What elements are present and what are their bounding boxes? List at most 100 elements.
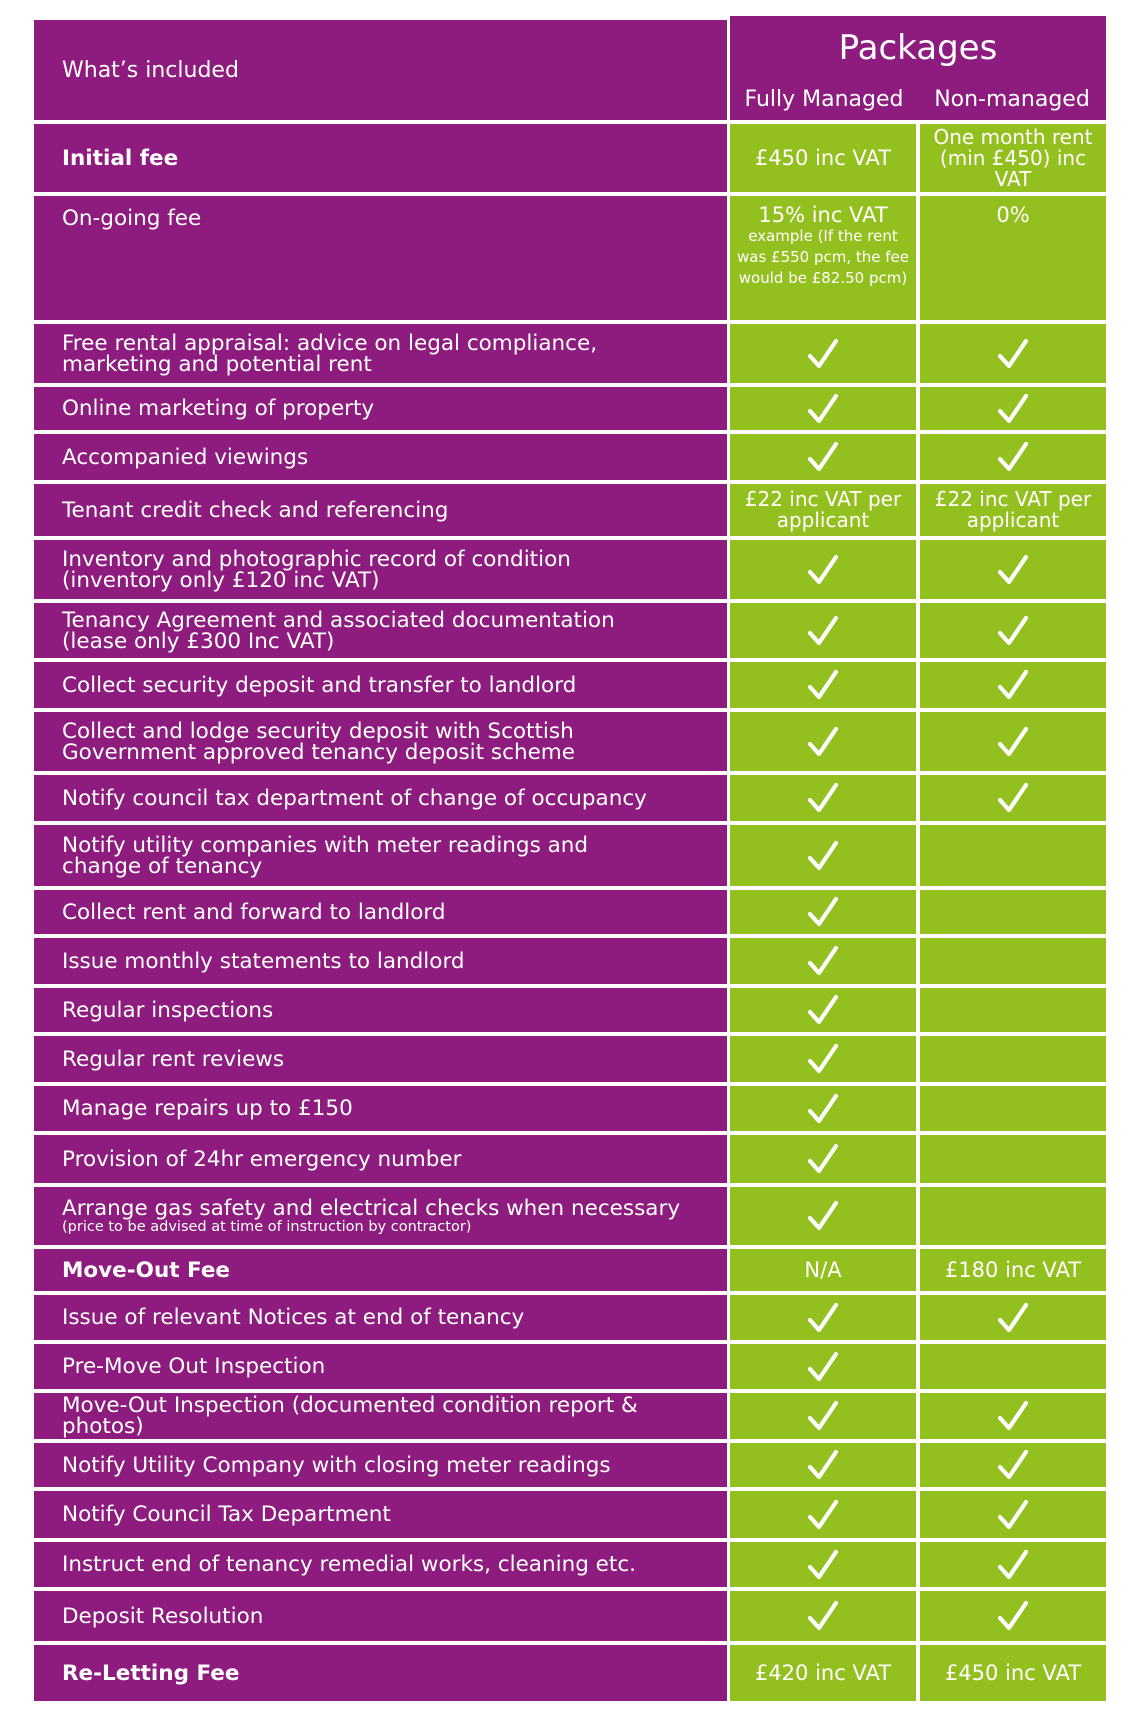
- checkmark-icon: [807, 554, 839, 584]
- packages-header: Packages Fully Managed Non-managed: [730, 16, 1106, 120]
- row-label-cell: Move-Out Inspection (documented conditio…: [34, 1393, 727, 1439]
- cell-value-wrap: 0%: [996, 204, 1029, 226]
- checkmark-icon: [807, 1143, 839, 1174]
- non-managed-cell: One month rent (min £450) inc VAT: [920, 124, 1106, 192]
- row-label-wrap: Manage repairs up to £150: [62, 1098, 353, 1120]
- checkmark-icon: [997, 393, 1029, 423]
- fully-managed-cell: [730, 938, 916, 984]
- fully-managed-cell: [730, 1542, 916, 1587]
- fully-managed-cell: [730, 662, 916, 708]
- row-label: Initial fee: [62, 145, 179, 171]
- row-label-cell: Collect rent and forward to landlord: [34, 890, 727, 934]
- row-label-wrap: Re-Letting Fee: [62, 1662, 239, 1684]
- row-label-wrap: Collect and lodge security deposit with …: [62, 718, 575, 765]
- row-label-wrap: Provision of 24hr emergency number: [62, 1148, 461, 1170]
- non-managed-cell: [920, 662, 1106, 708]
- fully-managed-cell: [730, 988, 916, 1032]
- fully-managed-cell: [730, 825, 916, 886]
- checkmark-icon: [997, 1600, 1029, 1631]
- row-label: Move-Out Fee: [62, 1257, 231, 1283]
- fully-managed-cell: £22 inc VAT per applicant: [730, 484, 916, 536]
- row-label-wrap: Pre-Move Out Inspection: [62, 1356, 325, 1378]
- row-label-cell: Regular inspections: [34, 988, 727, 1032]
- checkmark-icon: [807, 726, 839, 756]
- row-label: Notify utility companies with meter read…: [62, 832, 589, 879]
- row-label-cell: Manage repairs up to £150: [34, 1086, 727, 1131]
- row-label-cell: Initial fee: [34, 124, 727, 192]
- row-label: Collect security deposit and transfer to…: [62, 672, 577, 698]
- fully-managed-cell: £450 inc VAT: [730, 124, 916, 192]
- column-header-non-managed: Non-managed: [934, 87, 1090, 112]
- fully-managed-cell: [730, 1443, 916, 1487]
- fully-managed-cell: [730, 324, 916, 383]
- row-label: Tenant credit check and referencing: [62, 497, 449, 523]
- cell-value: N/A: [804, 1258, 842, 1282]
- checkmark-icon: [807, 1351, 839, 1381]
- checkmark-icon: [997, 669, 1029, 700]
- checkmark-icon: [807, 1499, 839, 1529]
- row-label-cell: On-going fee: [34, 196, 727, 320]
- row-label-wrap: Move-Out Inspection (documented conditio…: [62, 1395, 717, 1438]
- row-label-wrap: Inventory and photographic record of con…: [62, 546, 571, 593]
- checkmark-icon: [997, 1549, 1029, 1579]
- checkmark-icon: [997, 338, 1029, 368]
- checkmark-icon: [997, 1400, 1029, 1431]
- checkmark-icon: [807, 1549, 839, 1579]
- row-label-cell: Notify utility companies with meter read…: [34, 825, 727, 886]
- checkmark-icon: [807, 441, 839, 472]
- non-managed-cell: [920, 1295, 1106, 1340]
- non-managed-cell: £180 inc VAT: [920, 1249, 1106, 1291]
- row-label-wrap: Issue monthly statements to landlord: [62, 950, 465, 972]
- non-managed-cell: [920, 387, 1106, 430]
- row-label: Inventory and photographic record of con…: [62, 546, 571, 593]
- cell-value-wrap: 15% inc VAT example (If the rent was £550…: [737, 204, 909, 289]
- checkmark-icon: [807, 1043, 839, 1074]
- checkmark-icon: [807, 1449, 839, 1480]
- cell-value-wrap: £22 inc VAT per applicant: [745, 489, 901, 531]
- cell-value: £420 inc VAT: [754, 1661, 892, 1685]
- row-label-wrap: Free rental appraisal: advice on legal c…: [62, 332, 597, 375]
- fully-managed-cell: £420 inc VAT: [730, 1645, 916, 1701]
- non-managed-cell: [920, 324, 1106, 383]
- row-label-wrap: Regular inspections: [62, 997, 274, 1023]
- row-label-wrap: Instruct end of tenancy remedial works, …: [62, 1552, 636, 1577]
- row-label-wrap: Notify Council Tax Department: [62, 1502, 391, 1527]
- row-label-cell: Tenant credit check and referencing: [34, 484, 727, 536]
- non-managed-cell: [920, 890, 1106, 934]
- fully-managed-cell: N/A: [730, 1249, 916, 1291]
- non-managed-cell: [920, 775, 1106, 821]
- cell-value: 15% inc VAT: [758, 203, 888, 227]
- row-label: Issue of relevant Notices at end of tena…: [62, 1305, 525, 1330]
- row-label-cell: Provision of 24hr emergency number: [34, 1135, 727, 1183]
- row-label: Instruct end of tenancy remedial works, …: [62, 1552, 636, 1577]
- row-label-wrap: Issue of relevant Notices at end of tena…: [62, 1305, 525, 1330]
- cell-value: £22 inc VAT per applicant: [934, 487, 1092, 532]
- checkmark-icon: [807, 338, 839, 368]
- checkmark-icon: [807, 615, 839, 645]
- fully-managed-cell: [730, 1036, 916, 1082]
- cell-value: £180 inc VAT: [944, 1258, 1082, 1282]
- row-label-cell: Collect and lodge security deposit with …: [34, 712, 727, 771]
- checkmark-icon: [997, 726, 1029, 756]
- checkmark-icon: [807, 994, 839, 1025]
- row-label: Notify Council Tax Department: [62, 1502, 391, 1527]
- row-label-wrap: Notify Utility Company with closing mete…: [62, 1454, 611, 1476]
- fully-managed-cell: 15% inc VAT example (If the rent was £550…: [730, 196, 916, 320]
- cell-value: £450 inc VAT: [754, 146, 892, 170]
- checkmark-icon: [807, 896, 839, 927]
- cell-value-wrap: £22 inc VAT per applicant: [935, 489, 1091, 531]
- non-managed-cell: [920, 1135, 1106, 1183]
- checkmark-icon: [997, 615, 1029, 645]
- non-managed-cell: [920, 603, 1106, 658]
- row-label-cell: Accompanied viewings: [34, 434, 727, 480]
- row-label: Regular inspections: [62, 997, 274, 1023]
- non-managed-cell: [920, 1344, 1106, 1389]
- row-label-cell: Regular rent reviews: [34, 1036, 727, 1082]
- row-label-wrap: Arrange gas safety and electrical checks…: [62, 1195, 681, 1235]
- cell-value-wrap: £180 inc VAT: [945, 1259, 1081, 1281]
- non-managed-cell: [920, 1086, 1106, 1131]
- row-label: Collect and lodge security deposit with …: [62, 718, 575, 765]
- checkmark-icon: [997, 1449, 1029, 1480]
- non-managed-cell: [920, 1036, 1106, 1082]
- row-label: Arrange gas safety and electrical checks…: [62, 1195, 681, 1221]
